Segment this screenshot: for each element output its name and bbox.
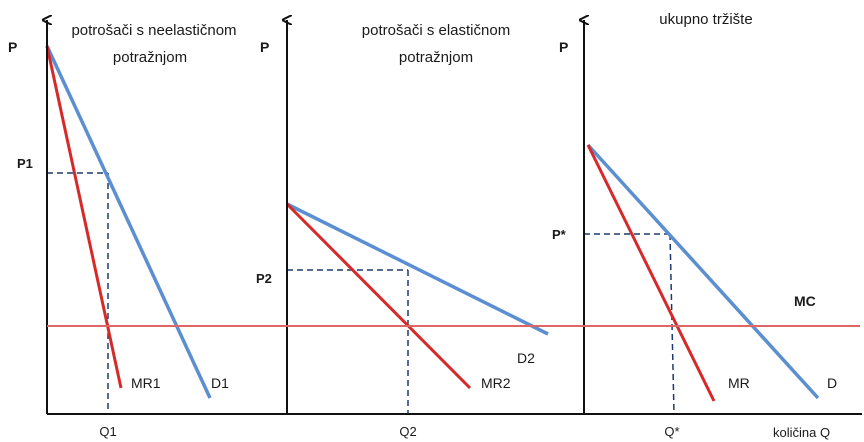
- d-label: D: [827, 375, 837, 391]
- panel-3-axis-p: P: [559, 39, 568, 55]
- mr2-label: MR2: [481, 375, 511, 391]
- panel-2-axis-p: P: [260, 39, 269, 55]
- panel-2-title-line-2: potražnjom: [399, 49, 473, 66]
- panel-inelastic: potrošači s neelastičnom potražnjom P P1…: [8, 20, 237, 439]
- marginal-revenue-curve-mr: [586, 144, 716, 402]
- panel-1-axis-p: P: [8, 39, 17, 55]
- price-label-p2: P2: [256, 271, 272, 286]
- quantity-label-q-star: Q*: [664, 424, 679, 439]
- panel-elastic: potrošači s elastičnom potražnjom P P2 M…: [256, 20, 549, 439]
- panel-2-title-line-1: potrošači s elastičnom: [362, 22, 510, 39]
- x-axis-label: količina Q: [773, 425, 830, 440]
- mr-label: MR: [728, 375, 750, 391]
- panel-total-market: ukupno tržište P P* MR D Q* količina Q: [552, 11, 837, 440]
- price-label-p-star: P*: [552, 227, 567, 242]
- marginal-revenue-curve-mr1: [45, 45, 123, 389]
- price-label-p1: P1: [17, 156, 33, 171]
- mr1-label: MR1: [131, 375, 161, 391]
- quantity-label-q1: Q1: [99, 424, 116, 439]
- mc-label: MC: [794, 293, 816, 309]
- panel-1-title-line-1: potrošači s neelastičnom: [71, 22, 236, 39]
- marginal-revenue-curve-mr2: [285, 202, 472, 390]
- demand-curve-d: [586, 143, 820, 400]
- panel-1-title-line-2: potražnjom: [113, 49, 187, 66]
- demand-curve-d1: [45, 45, 212, 399]
- d2-label: D2: [517, 350, 535, 366]
- d1-label: D1: [211, 375, 229, 391]
- quantity-guide-q-star: [669, 233, 675, 415]
- quantity-label-q2: Q2: [399, 424, 416, 439]
- demand-curve-d2: [286, 202, 549, 336]
- panel-3-title-line-1: ukupno tržište: [659, 11, 752, 28]
